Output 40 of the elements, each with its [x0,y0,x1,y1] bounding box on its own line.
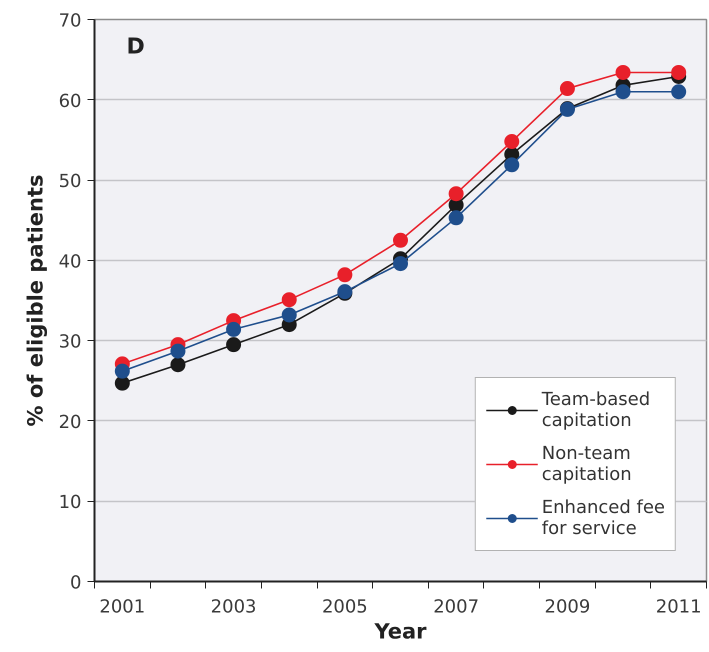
y-tick-label: 0 [70,572,82,594]
legend-label: Enhanced fee for service [542,496,665,540]
point [671,65,686,80]
point [393,232,408,248]
point [671,84,686,100]
point [226,322,242,337]
point [170,344,186,359]
point [282,292,297,308]
point [337,267,352,282]
annotation: D [126,34,145,60]
point [504,134,520,150]
point [560,81,575,96]
point [170,357,186,372]
y-tick-label: 40 [58,251,82,272]
point [282,307,297,322]
y-tick-label: 70 [58,10,82,32]
point [448,186,464,202]
point [226,337,242,352]
x-axis-title: Year [373,620,428,644]
y-tick-label: 60 [58,90,82,112]
point [114,376,130,391]
x-tick-label: 2005 [322,596,368,618]
point [393,256,408,272]
point [448,210,464,226]
x-tick-label: 2007 [433,596,480,618]
x-tick-label: 2009 [544,596,590,618]
y-tick-label: 50 [58,171,82,192]
y-tick-label: 20 [58,412,82,433]
point [616,65,631,80]
y-tick-label: 10 [58,492,82,514]
point [114,364,130,379]
y-axis-title: % of eligible patients [24,174,48,427]
legend-label: Non-team capitation [542,442,632,486]
point [616,84,631,100]
x-tick-label: 2003 [210,596,256,618]
point [504,157,520,172]
y-tick-label: 30 [58,332,82,353]
legend-label: Team-based capitation [542,388,650,432]
x-tick-label: 2001 [99,596,146,618]
x-tick-label: 2011 [656,596,702,618]
